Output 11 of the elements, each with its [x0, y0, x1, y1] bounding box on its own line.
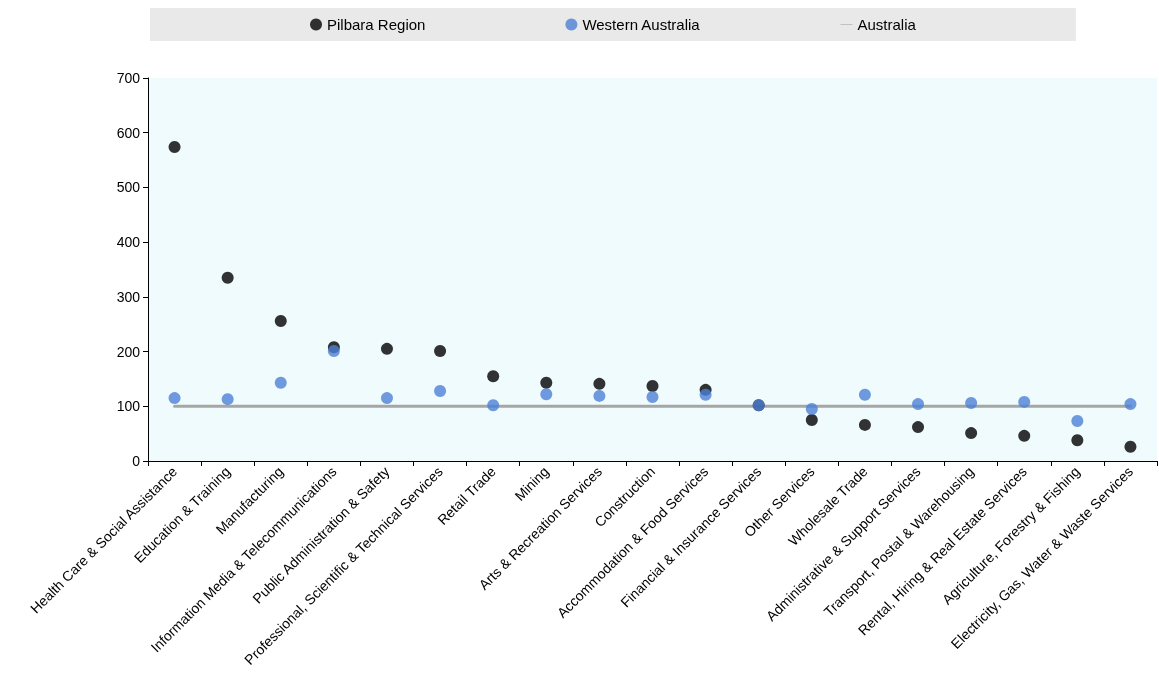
y-tick-label: 600 [116, 124, 141, 141]
legend-label: Pilbara Region [327, 16, 426, 33]
legend-label: Western Australia [582, 16, 701, 33]
y-tick-label: 300 [116, 288, 141, 305]
y-tick-label: 400 [116, 234, 141, 251]
y-tick-label: 700 [116, 70, 141, 86]
y-tick-label: 0 [132, 453, 141, 469]
y-tick-label: 200 [116, 343, 141, 360]
legend-label: Australia [857, 16, 917, 33]
y-tick-label: 100 [116, 398, 141, 415]
y-tick-label: 500 [116, 179, 141, 196]
